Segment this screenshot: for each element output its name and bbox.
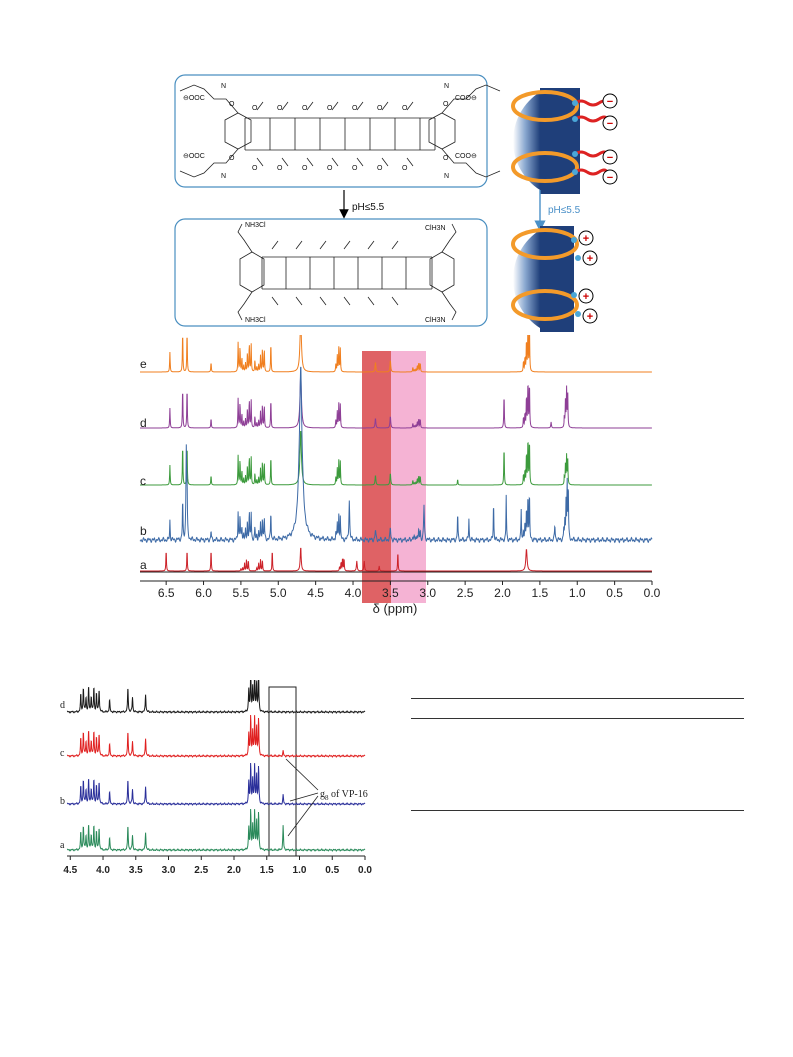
- ph-label-left: pH≤5.5: [352, 202, 385, 213]
- x-tick-label-top: 1.5: [532, 586, 549, 600]
- ammonium-label-4: ClH3N: [425, 317, 446, 324]
- trace-label-e: e: [140, 357, 147, 371]
- x-tick-label-top: 1.0: [569, 586, 586, 600]
- x-tick-label-bottom: 4.0: [96, 865, 110, 876]
- positive-charge-4: +: [587, 311, 593, 323]
- ammonium-label-1: NH3Cl: [245, 222, 266, 229]
- spectrum-trace-bottom-d: [66, 680, 366, 714]
- nanoparticle-anionic: − − − −: [511, 88, 618, 194]
- nanoparticle-cationic: + + + +: [511, 226, 598, 332]
- svg-text:O: O: [229, 155, 235, 162]
- x-tick-label-top: 4.0: [345, 586, 362, 600]
- svg-text:O: O: [443, 155, 449, 162]
- spectrum-trace-c: [140, 431, 652, 486]
- trace-label-c-bottom: c: [60, 748, 65, 759]
- carboxylate-label-3: ⊖OOC: [183, 153, 205, 160]
- svg-text:O: O: [402, 165, 408, 172]
- trace-label-b-bottom: b: [60, 796, 65, 807]
- trace-label-a-bottom: a: [60, 840, 65, 851]
- table-rule-header: [411, 718, 744, 719]
- x-tick-label-top: 2.0: [494, 586, 511, 600]
- svg-text:N: N: [221, 173, 226, 180]
- svg-text:O: O: [443, 101, 449, 108]
- x-tick-label-top: 4.5: [307, 586, 324, 600]
- negative-charge-4: −: [607, 172, 613, 184]
- ammonium-label-3: NH3Cl: [245, 317, 266, 324]
- spectrum-trace-bottom-c: [66, 714, 366, 758]
- positive-charge-3: +: [583, 291, 589, 303]
- spectrum-trace-b: [139, 366, 653, 544]
- svg-text:O: O: [277, 105, 283, 112]
- vp16-annotation: g8 of VP-16: [320, 789, 368, 802]
- spectrum-trace-e: [140, 335, 652, 373]
- x-tick-label-top: 6.5: [158, 586, 175, 600]
- x-tick-label-top: 3.5: [382, 586, 399, 600]
- nmr-spectra-top: 6.5 6.0 5.5 5.0 4.5 4.0 3.5 3.0 2.5 2.0 1.5 1.0 0.5 0…: [139, 335, 661, 616]
- trace-label-a: a: [140, 558, 147, 572]
- svg-text:O: O: [377, 165, 383, 172]
- x-tick-label-top: 5.0: [270, 586, 287, 600]
- svg-text:O: O: [377, 105, 383, 112]
- svg-text:O: O: [277, 165, 283, 172]
- svg-text:N: N: [221, 83, 226, 90]
- x-tick-label-top: 6.0: [195, 586, 212, 600]
- positive-charge-2: +: [587, 253, 593, 265]
- trace-label-c: c: [140, 474, 146, 488]
- svg-text:O: O: [352, 165, 358, 172]
- x-tick-label-bottom: 2.0: [227, 865, 241, 876]
- svg-text:O: O: [352, 105, 358, 112]
- x-tick-label-top: 2.5: [457, 586, 474, 600]
- x-tick-label-bottom: 1.0: [293, 865, 307, 876]
- molecule-box-bottom: NH3Cl ClH3N NH3Cl ClH3N: [174, 218, 488, 327]
- svg-text:O: O: [302, 105, 308, 112]
- x-tick-label-top: 3.0: [419, 586, 436, 600]
- carboxylate-label-1: ⊖OOC: [183, 95, 205, 102]
- carboxylate-label-4: COO⊖: [455, 153, 477, 160]
- x-tick-label-bottom: 0.0: [358, 865, 372, 876]
- x-tick-label-bottom: 0.5: [325, 865, 339, 876]
- negative-charge-1: −: [607, 96, 613, 108]
- x-tick-label-top: 0.5: [606, 586, 623, 600]
- svg-text:O: O: [402, 105, 408, 112]
- spectrum-trace-d: [140, 374, 652, 429]
- trace-label-d: d: [140, 416, 147, 430]
- svg-text:O: O: [252, 165, 258, 172]
- svg-text:N: N: [444, 83, 449, 90]
- x-axis-label-top: δ (ppm): [373, 601, 418, 616]
- nmr-spectra-bottom: 4.5 4.0 3.5 3.0 2.5 2.0 1.5 1.0 0.5 0.0 d c b a g…: [60, 680, 372, 876]
- negative-charge-2: −: [607, 118, 613, 130]
- x-tick-label-bottom: 3.0: [162, 865, 176, 876]
- table-rule-bottom: [411, 810, 744, 811]
- x-tick-label-bottom: 3.5: [129, 865, 143, 876]
- carboxylate-label-2: COO⊖: [455, 95, 477, 102]
- svg-text:O: O: [327, 105, 333, 112]
- svg-text:O: O: [229, 101, 235, 108]
- highlight-band-dark: [362, 351, 391, 603]
- x-tick-label-bottom: 1.5: [260, 865, 274, 876]
- x-tick-label-top: 0.0: [644, 586, 661, 600]
- molecule-box-top: O O O O O O O O O O O O O O O O O O N N N N ⊖OOC COO…: [174, 74, 501, 188]
- ammonium-label-2: ClH3N: [425, 225, 446, 232]
- svg-text:O: O: [252, 105, 258, 112]
- negative-charge-3: −: [607, 152, 613, 164]
- svg-text:O: O: [327, 165, 333, 172]
- svg-text:O: O: [302, 165, 308, 172]
- positive-charge-1: +: [583, 233, 589, 245]
- svg-text:N: N: [444, 173, 449, 180]
- trace-label-b: b: [140, 524, 147, 538]
- ph-label-right: pH≤5.5: [548, 205, 581, 216]
- trace-label-d-bottom: d: [60, 700, 65, 711]
- reaction-scheme: O O O O O O O O O O O O O O O O O O N N N N ⊖OOC COO…: [174, 74, 618, 332]
- spectrum-trace-a: [140, 547, 652, 572]
- x-tick-label-bottom: 4.5: [63, 865, 77, 876]
- spectrum-trace-bottom-b: [66, 762, 366, 806]
- x-tick-label-bottom: 2.5: [194, 865, 208, 876]
- spectrum-trace-bottom-a: [66, 808, 366, 852]
- table-rule-top: [411, 698, 744, 699]
- x-tick-label-top: 5.5: [233, 586, 250, 600]
